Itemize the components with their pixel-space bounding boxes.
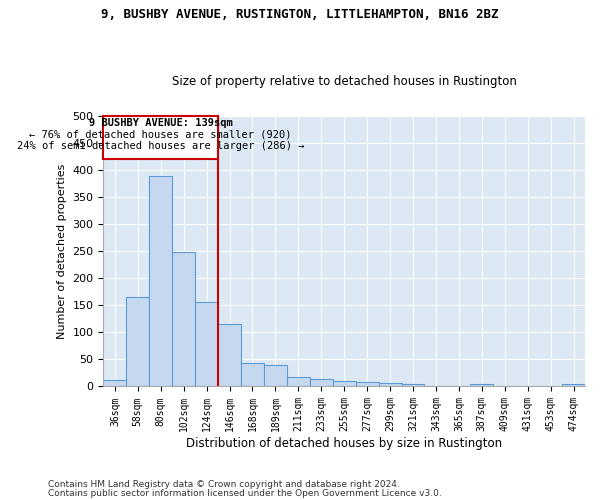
Bar (287, 376, 310, 386)
Bar (218, 324, 241, 386)
Bar (103, 380, 127, 386)
Bar (470, 384, 493, 386)
Bar (241, 363, 264, 386)
Bar (356, 382, 379, 386)
Bar (264, 366, 287, 386)
Bar (562, 384, 585, 386)
X-axis label: Distribution of detached houses by size in Rustington: Distribution of detached houses by size … (186, 437, 502, 450)
Bar (310, 379, 333, 386)
Bar (127, 297, 149, 386)
Bar (172, 252, 195, 386)
Text: Contains HM Land Registry data © Crown copyright and database right 2024.: Contains HM Land Registry data © Crown c… (48, 480, 400, 489)
Bar (195, 302, 218, 386)
Y-axis label: Number of detached properties: Number of detached properties (57, 164, 67, 339)
Bar (379, 383, 401, 386)
Bar (149, 176, 172, 386)
Title: Size of property relative to detached houses in Rustington: Size of property relative to detached ho… (172, 76, 517, 88)
Text: 9, BUSHBY AVENUE, RUSTINGTON, LITTLEHAMPTON, BN16 2BZ: 9, BUSHBY AVENUE, RUSTINGTON, LITTLEHAMP… (101, 8, 499, 20)
Text: 9 BUSHBY AVENUE: 139sqm: 9 BUSHBY AVENUE: 139sqm (89, 118, 233, 128)
Bar (103, 116, 218, 160)
Bar (401, 384, 424, 386)
Text: Contains public sector information licensed under the Open Government Licence v3: Contains public sector information licen… (48, 490, 442, 498)
Text: ← 76% of detached houses are smaller (920): ← 76% of detached houses are smaller (92… (29, 130, 292, 140)
Text: 24% of semi-detached houses are larger (286) →: 24% of semi-detached houses are larger (… (17, 141, 304, 151)
Bar (333, 381, 356, 386)
